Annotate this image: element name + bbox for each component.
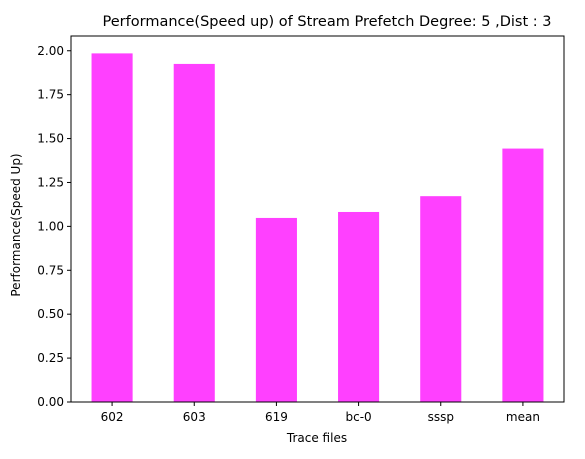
bar-sssp bbox=[420, 196, 462, 402]
plot-area bbox=[70, 35, 565, 403]
x-tick-label: bc-0 bbox=[345, 410, 371, 424]
plot-frame bbox=[70, 35, 565, 403]
y-axis-label: Performance(Speed Up) bbox=[9, 153, 23, 296]
y-tick-label: 1.50 bbox=[37, 132, 64, 146]
bar-bc-0 bbox=[338, 211, 380, 402]
x-tick-label: sssp bbox=[428, 410, 454, 424]
y-tick-label: 1.75 bbox=[37, 88, 64, 102]
x-tick-label: 619 bbox=[265, 410, 288, 424]
y-tick-label: 0.25 bbox=[37, 351, 64, 365]
x-tick-label: 602 bbox=[101, 410, 124, 424]
bar-619 bbox=[255, 217, 297, 402]
bar-mean bbox=[502, 148, 544, 402]
y-tick-label: 2.00 bbox=[37, 44, 64, 58]
chart-title: Performance(Speed up) of Stream Prefetch… bbox=[103, 14, 552, 30]
y-axis: 0.00 0.25 0.50 0.75 1.00 1.25 1.50 1.75 2.00 bbox=[37, 44, 71, 409]
x-tick-label: 603 bbox=[183, 410, 206, 424]
y-tick-label: 0.75 bbox=[37, 263, 64, 277]
bar-603 bbox=[173, 63, 215, 402]
bar-602 bbox=[91, 53, 133, 403]
x-axis-label: Trace files bbox=[286, 431, 347, 445]
y-tick-label: 1.25 bbox=[37, 175, 64, 189]
x-axis: 602 603 619 bc-0 sssp mean bbox=[101, 402, 540, 424]
x-tick-label: mean bbox=[506, 410, 540, 424]
y-tick-label: 0.50 bbox=[37, 307, 64, 321]
y-tick-label: 1.00 bbox=[37, 219, 64, 233]
y-tick-label: 0.00 bbox=[37, 395, 64, 409]
